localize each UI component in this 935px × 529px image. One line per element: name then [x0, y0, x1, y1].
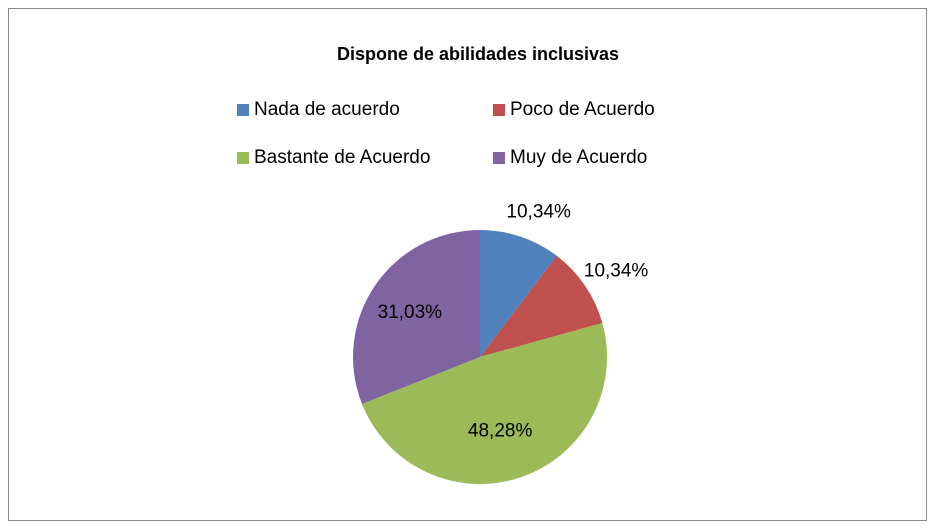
data-label: 48,28% — [468, 421, 533, 442]
data-label: 10,34% — [506, 202, 571, 223]
data-label: 10,34% — [584, 260, 649, 281]
pie-slice — [480, 230, 557, 357]
legend-swatch — [493, 152, 505, 164]
pie-slice — [352, 230, 480, 404]
legend-label: Muy de Acuerdo — [510, 147, 647, 168]
legend-swatch — [237, 152, 249, 164]
legend-swatch — [493, 104, 505, 116]
legend-label: Poco de Acuerdo — [510, 99, 655, 120]
legend-label: Bastante de Acuerdo — [254, 147, 430, 168]
legend-swatch — [237, 104, 249, 116]
pie-slice — [362, 322, 607, 484]
legend-label: Nada de acuerdo — [254, 99, 400, 120]
chart-title: Dispone de abilidades inclusivas — [337, 44, 619, 64]
pie-slice — [480, 255, 603, 357]
data-label: 31,03% — [378, 302, 443, 323]
